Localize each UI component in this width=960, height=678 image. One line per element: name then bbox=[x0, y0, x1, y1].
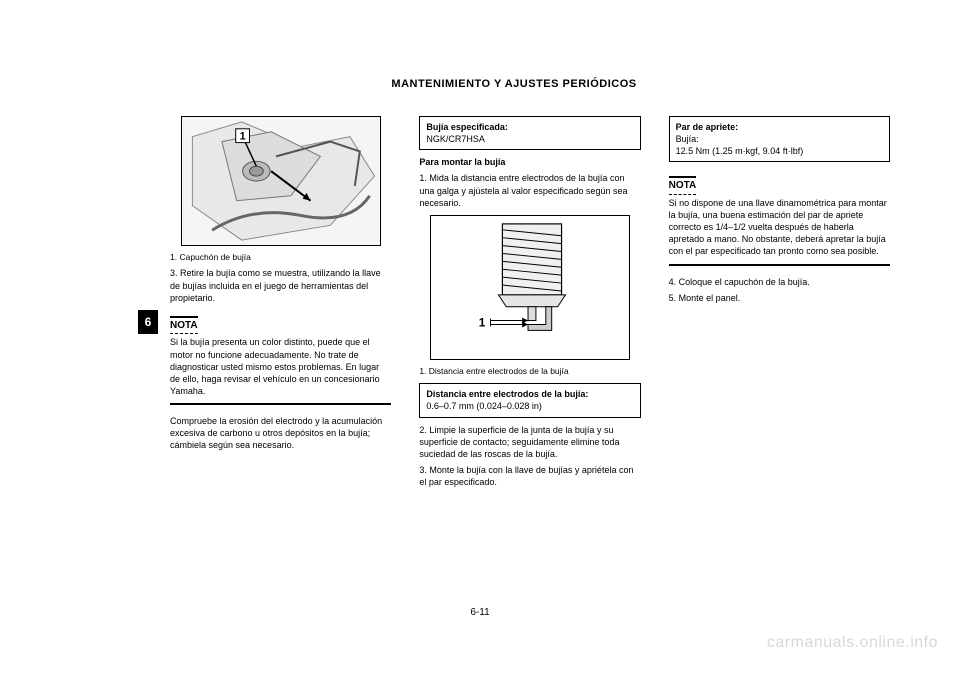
column-3: Par de apriete: Bujía: 12.5 Nm (1.25 m·k… bbox=[669, 110, 890, 598]
spec-spark-plug: Bujía especificada: NGK/CR7HSA bbox=[419, 116, 640, 150]
spec-torque: Par de apriete: Bujía: 12.5 Nm (1.25 m·k… bbox=[669, 116, 890, 162]
col2-step2: 2. Limpie la superficie de la junta de l… bbox=[419, 424, 640, 460]
spec1-label: Bujía especificada: bbox=[426, 121, 633, 133]
col2-step1: 1. Mida la distancia entre electrodos de… bbox=[419, 172, 640, 208]
nota-title-1: NOTA bbox=[170, 316, 198, 335]
page-number: 6-11 bbox=[470, 607, 489, 618]
running-header: MANTENIMIENTO Y AJUSTES PERIÓDICOS bbox=[138, 78, 890, 90]
svg-text:1: 1 bbox=[239, 131, 245, 143]
figure1-caption: 1. Capuchón de bujía bbox=[170, 252, 391, 263]
nota-block-2: NOTA Si no dispone de una llave dinamomé… bbox=[669, 168, 890, 265]
spec3-label: Par de apriete: bbox=[676, 121, 883, 133]
column-1: 1 1. Capuchón de bujía 3. Retire la bují… bbox=[170, 110, 391, 598]
nota-body-2: Si no dispone de una llave dinamométrica… bbox=[669, 197, 890, 258]
spec2-value: 0.6–0.7 mm (0.024–0.028 in) bbox=[426, 400, 633, 412]
nota-title-2: NOTA bbox=[669, 176, 697, 195]
column-2: Bujía especificada: NGK/CR7HSA Para mont… bbox=[419, 110, 640, 598]
col1-p2: Compruebe la erosión del electrodo y la … bbox=[170, 415, 391, 451]
col1-step3: 3. Retire la bujía como se muestra, util… bbox=[170, 267, 391, 303]
col3-step5: 5. Monte el panel. bbox=[669, 292, 890, 304]
spec3-value: 12.5 Nm (1.25 m·kgf, 9.04 ft·lbf) bbox=[676, 145, 883, 157]
side-tab: 6 bbox=[138, 310, 158, 334]
nota-end-1 bbox=[170, 403, 391, 405]
nota-block-1: NOTA Si la bujía presenta un color disti… bbox=[170, 308, 391, 405]
page: MANTENIMIENTO Y AJUSTES PERIÓDICOS 6 bbox=[0, 0, 960, 678]
figure-spark-plug-cap: 1 bbox=[181, 116, 381, 246]
spec1-value: NGK/CR7HSA bbox=[426, 133, 633, 145]
figure-electrode-gap: 1 bbox=[430, 215, 630, 360]
spec3-sub: Bujía: bbox=[676, 133, 883, 145]
spec2-label: Distancia entre electrodos de la bujía: bbox=[426, 388, 633, 400]
svg-text:1: 1 bbox=[479, 315, 486, 329]
watermark: carmanuals.online.info bbox=[767, 634, 938, 652]
col3-step4: 4. Coloque el capuchón de la bujía. bbox=[669, 276, 890, 288]
nota-body-1: Si la bujía presenta un color distinto, … bbox=[170, 336, 391, 397]
col2-step3: 3. Monte la bujía con la llave de bujías… bbox=[419, 464, 640, 488]
columns: 1 1. Capuchón de bujía 3. Retire la bují… bbox=[170, 110, 890, 598]
col2-heading: Para montar la bujía bbox=[419, 156, 640, 168]
nota-end-2 bbox=[669, 264, 890, 266]
figure2-caption: 1. Distancia entre electrodos de la bují… bbox=[419, 366, 640, 377]
spec-gap: Distancia entre electrodos de la bujía: … bbox=[419, 383, 640, 417]
